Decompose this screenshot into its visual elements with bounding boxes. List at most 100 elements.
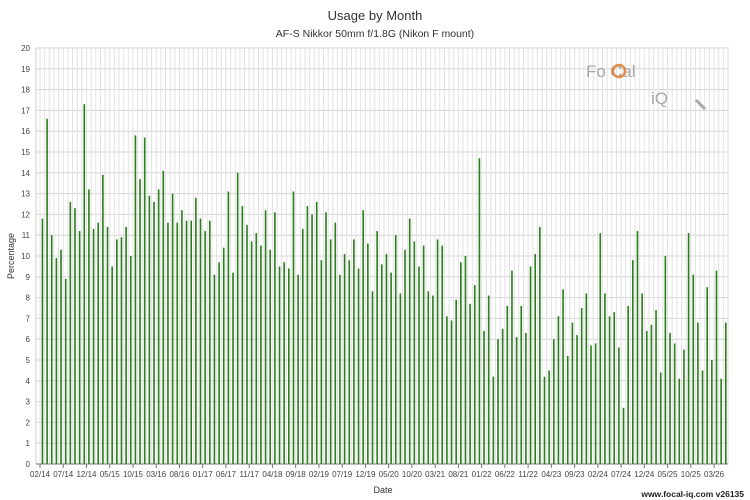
bar <box>673 343 676 464</box>
bar <box>264 210 267 464</box>
bar <box>692 274 695 464</box>
x-tick-label: 06/22 <box>495 470 516 479</box>
y-tick-label: 2 <box>26 418 31 427</box>
x-tick-label: 07/14 <box>53 470 74 479</box>
x-tick-label: 02/14 <box>30 470 51 479</box>
bar <box>418 266 420 464</box>
bar <box>473 285 476 464</box>
bar <box>153 201 155 465</box>
logo-text-iq: iQ <box>651 89 668 108</box>
bar <box>664 256 667 464</box>
bar <box>683 349 685 464</box>
bar <box>450 320 453 464</box>
bar <box>339 274 341 464</box>
bar <box>469 303 471 464</box>
bar <box>460 262 462 464</box>
bar <box>92 228 95 464</box>
x-tick-label: 12/24 <box>634 470 655 479</box>
y-tick-label: 7 <box>26 314 31 323</box>
bar <box>362 210 365 464</box>
bar <box>557 316 560 464</box>
bar <box>260 245 262 464</box>
bar <box>641 293 643 464</box>
bar <box>315 201 318 465</box>
bar <box>571 322 574 464</box>
y-tick-label: 6 <box>26 335 31 344</box>
bar <box>292 191 295 464</box>
bar <box>171 193 174 464</box>
bar <box>190 220 193 464</box>
bar <box>604 293 606 464</box>
bar <box>139 179 141 465</box>
bar <box>697 322 699 464</box>
bar <box>650 324 653 464</box>
x-tick-label: 08/21 <box>448 470 469 479</box>
bar <box>311 214 313 464</box>
bar <box>167 222 169 464</box>
bar <box>218 262 220 464</box>
bar <box>222 247 225 464</box>
bar <box>371 291 374 464</box>
bar <box>720 378 722 464</box>
bar <box>497 339 499 464</box>
bar <box>106 226 109 464</box>
logo-magnifier-icon <box>694 98 707 111</box>
bar <box>208 220 211 464</box>
bar <box>181 210 183 464</box>
bar <box>148 195 151 464</box>
bar <box>492 376 495 464</box>
x-tick-label: 12/14 <box>76 470 97 479</box>
y-tick-label: 8 <box>26 294 31 303</box>
bar <box>269 249 272 464</box>
bar <box>334 222 337 464</box>
bar <box>501 328 504 464</box>
bar <box>422 245 425 464</box>
bar <box>213 274 216 464</box>
y-tick-label: 11 <box>22 231 31 240</box>
bar <box>669 332 671 464</box>
bar <box>441 245 444 464</box>
bar <box>102 174 104 464</box>
bar <box>580 308 583 464</box>
bar <box>50 235 53 464</box>
bar <box>78 231 81 464</box>
y-axis-label: Percentage <box>6 233 16 279</box>
x-tick-label: 03/21 <box>425 470 446 479</box>
x-tick-label: 10/20 <box>402 470 423 479</box>
y-tick-label: 10 <box>21 252 30 261</box>
bar <box>478 158 481 465</box>
bar <box>129 256 132 464</box>
bar <box>274 212 276 464</box>
bar <box>590 345 592 464</box>
bar <box>134 135 137 465</box>
bar <box>432 295 434 464</box>
bar <box>715 270 718 464</box>
bar <box>236 172 239 465</box>
y-tick-label: 12 <box>21 210 30 219</box>
bar <box>250 241 253 464</box>
bar <box>357 268 360 464</box>
bar <box>529 266 532 464</box>
bar <box>111 266 113 464</box>
bar <box>399 293 402 464</box>
bar <box>46 118 48 464</box>
bar <box>125 226 127 464</box>
x-tick-label: 07/19 <box>332 470 353 479</box>
bar <box>162 170 165 464</box>
bar <box>88 189 90 464</box>
bar <box>413 241 416 464</box>
bar <box>706 287 709 464</box>
x-tick-label: 03/26 <box>704 470 725 479</box>
x-tick-label: 02/24 <box>588 470 609 479</box>
x-tick-label: 03/16 <box>146 470 167 479</box>
bar <box>390 272 392 464</box>
bar <box>195 197 197 464</box>
y-tick-label: 0 <box>26 460 31 469</box>
bar <box>515 337 518 464</box>
bar <box>632 260 634 464</box>
bar <box>306 206 309 464</box>
bar <box>613 312 616 464</box>
y-tick-label: 14 <box>21 169 30 178</box>
bar <box>74 208 76 464</box>
x-tick-label: 09/18 <box>286 470 307 479</box>
